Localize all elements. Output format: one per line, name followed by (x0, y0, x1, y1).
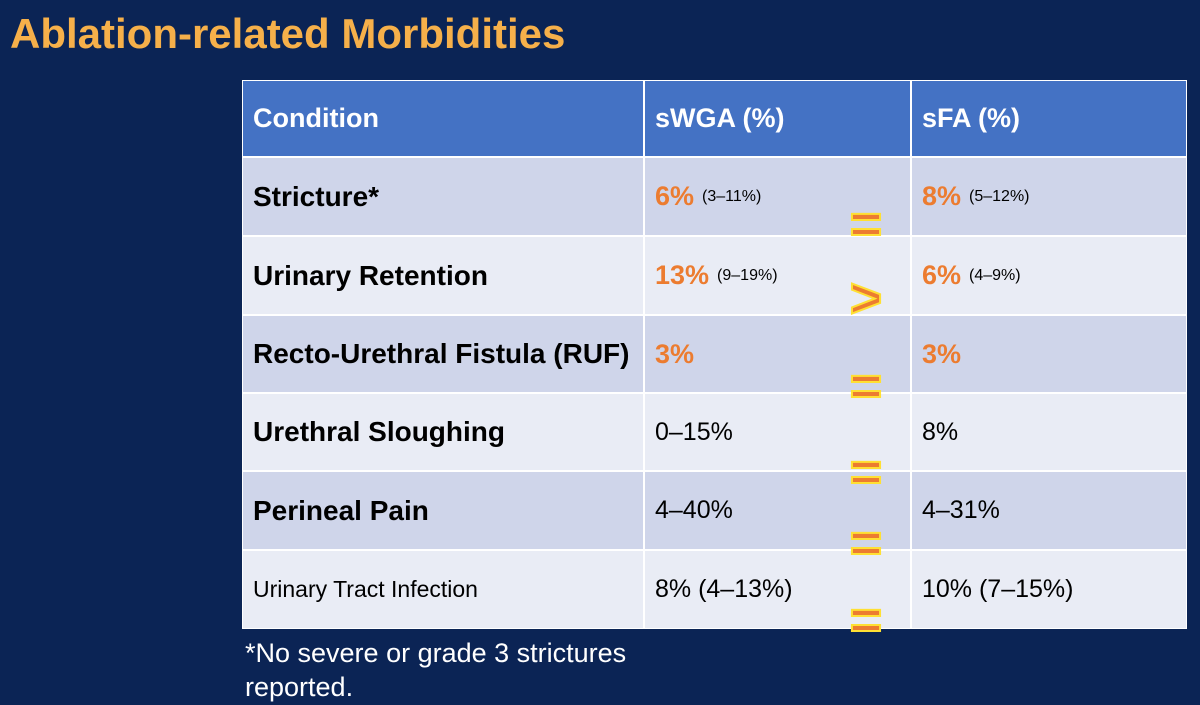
comparison-symbol: = (849, 588, 884, 651)
footnote: *No severe or grade 3 strictures reporte… (245, 638, 627, 702)
value: 10% (7–15%) (922, 575, 1074, 603)
value-cell: 6% (4–9%) (911, 236, 1187, 315)
value: 6% (922, 260, 962, 290)
condition: Perineal Pain (253, 494, 429, 526)
value-cell: 3% (644, 315, 911, 393)
value: 13% (655, 260, 710, 290)
condition: Urinary Retention (253, 259, 488, 291)
value: 3% (922, 338, 962, 369)
value: 8% (922, 181, 962, 211)
condition-cell: Urethral Sloughing (242, 393, 644, 471)
condition: Urethral Sloughing (253, 416, 505, 447)
value: 6% (655, 181, 695, 211)
range: (3–11%) (702, 187, 762, 205)
value-cell: 0–15% (644, 393, 911, 471)
value: 4–31% (922, 496, 1000, 524)
comparison-symbol: > (849, 266, 884, 329)
condition-cell: Recto-Urethral Fistula (RUF) (242, 315, 644, 393)
comparison-symbol: = (849, 511, 884, 574)
value: 4–40% (655, 496, 733, 524)
value-cell: 4–31% (911, 471, 1187, 550)
range: (5–12%) (969, 187, 1030, 205)
value: 3% (655, 338, 695, 369)
header-cell: sWGA (%) (644, 80, 911, 157)
range: (9–19%) (717, 266, 778, 284)
condition: Urinary Tract Infection (253, 576, 478, 602)
value-cell: 6% (3–11%) (644, 157, 911, 236)
header-cell: sFA (%) (911, 80, 1187, 157)
condition-cell: Urinary Retention (242, 236, 644, 315)
condition-cell: Urinary Tract Infection (242, 550, 644, 629)
condition: Recto-Urethral Fistula (RUF) (253, 338, 630, 369)
condition-cell: Stricture* (242, 157, 644, 236)
value-cell: 4–40% (644, 471, 911, 550)
value-cell: 10% (7–15%) (911, 550, 1187, 629)
comparison-symbol: = (849, 192, 884, 255)
comparison-symbol: = (849, 354, 884, 417)
value: 0–15% (655, 417, 733, 446)
value-cell: 8% (4–13%) (644, 550, 911, 629)
condition-cell: Perineal Pain (242, 471, 644, 550)
title: Ablation-related Morbidities (10, 10, 566, 57)
value: 8% (4–13%) (655, 575, 793, 603)
range: (4–9%) (969, 266, 1021, 284)
condition: Stricture* (253, 180, 380, 212)
value-cell: 13% (9–19%) (644, 236, 911, 315)
value-cell: 8% (5–12%) (911, 157, 1187, 236)
value-cell: 8% (911, 393, 1187, 471)
comparison-symbol: = (849, 440, 884, 503)
value-cell: 3% (911, 315, 1187, 393)
value: 8% (922, 417, 959, 446)
header-cell: Condition (242, 80, 644, 157)
